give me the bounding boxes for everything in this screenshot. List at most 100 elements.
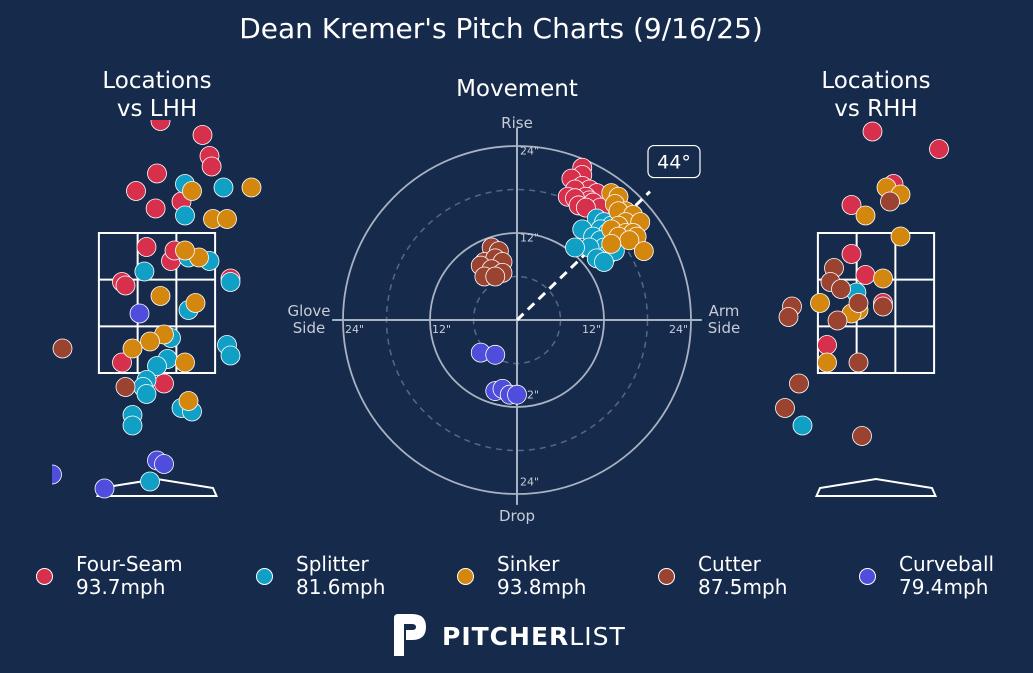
pitch-point-cutter (789, 373, 809, 394)
drop-label-line: Drop (499, 507, 535, 525)
glove-side-label-line: Side (293, 319, 325, 337)
pitch-point-four-seam (201, 156, 222, 177)
pitch-point-curveball (485, 344, 506, 365)
glove-side-label-line: Glove (287, 302, 330, 320)
pitch-point-curveball (154, 454, 174, 474)
pitch-point-splitter (147, 356, 167, 376)
lhh-panel (52, 120, 262, 547)
pitch-charts: Dean Kremer's Pitch Charts (9/16/25) Loca… (52, 12, 949, 547)
rise-label-line: Rise (501, 114, 533, 132)
legend-speed: 81.6mph (296, 575, 386, 599)
pitch-point-four-seam (154, 373, 174, 394)
pitch-point-curveball (95, 528, 114, 547)
ring-label: 24" (669, 323, 688, 336)
pitch-point-sinker (601, 233, 622, 254)
pitch-point-cutter (827, 310, 848, 331)
brand-bold: PITCHER (442, 622, 570, 651)
lhh-panel-title-line: Locations (102, 68, 211, 94)
pitch-point-splitter (175, 205, 195, 226)
rise-label: Rise (501, 114, 533, 132)
ring-label: 12" (520, 232, 539, 245)
brand-wordmark: PITCHERLIST (442, 622, 626, 651)
pitch-point-sinker (150, 286, 171, 306)
pitch-point-cutter (873, 296, 893, 317)
pitch-legend: Four-Seam 93.7mph Splitter 81.6mph Sinke… (0, 548, 1033, 608)
pitch-point-cutter (848, 293, 869, 313)
pitch-point-sinker (873, 268, 893, 289)
pitch-point-four-seam (115, 275, 136, 296)
pitch-point-splitter (565, 237, 585, 258)
pitch-point-four-seam (126, 181, 146, 201)
arm-side-label: Arm Side (708, 302, 740, 337)
movement-title: Movement (456, 76, 578, 102)
pitch-point-four-seam (150, 120, 171, 131)
legend-label: Four-Seam (76, 552, 183, 576)
cutter-swatch (658, 568, 675, 585)
pitch-point-sinker (241, 177, 262, 198)
pitch-point-splitter (220, 345, 241, 366)
pitch-point-four-seam (841, 195, 862, 215)
movement-points (470, 157, 654, 405)
ring-label: 12" (432, 323, 451, 336)
pitch-point-cutter (778, 307, 799, 327)
pitch-point-sinker (182, 181, 202, 201)
drop-label: Drop (499, 507, 535, 525)
pitch-point-splitter (136, 384, 157, 404)
rhh-panel (775, 121, 949, 497)
legend-label: Splitter (296, 552, 369, 576)
rhh-panel-points (775, 121, 949, 446)
ring-label: 24" (520, 145, 539, 158)
arm-side-label-line: Arm (709, 302, 740, 320)
pitch-point-cutter (115, 377, 136, 397)
pitch-point-splitter (140, 471, 160, 492)
pitch-point-four-seam (147, 163, 167, 184)
pitch-point-splitter (220, 272, 241, 292)
curveball-swatch (859, 568, 876, 585)
pitch-point-splitter (122, 415, 143, 436)
pitch-point-sinker (855, 205, 876, 226)
legend-label: Curveball (899, 552, 995, 576)
pitch-point-four-seam (145, 198, 166, 219)
glove-side-label: Glove Side (287, 302, 330, 337)
rhh-panel-title-line: vs RHH (834, 96, 917, 122)
pitch-point-four-seam (112, 352, 132, 373)
pitch-point-cutter (852, 426, 872, 446)
ring-label: 24" (520, 475, 539, 488)
legend-speed: 79.4mph (899, 575, 989, 599)
ring-label: 24" (345, 323, 364, 336)
legend-label: Sinker (497, 552, 560, 576)
pitch-point-sinker (175, 352, 195, 373)
chart-title-line: Dean Kremer's Pitch Charts (9/16/25) (239, 12, 763, 45)
pitch-point-cutter (775, 398, 795, 418)
pitch-point-curveball (507, 384, 527, 405)
pitcherlist-p-icon (394, 614, 426, 656)
ring-label: 12" (582, 323, 601, 336)
sinker-swatch (457, 568, 474, 585)
pitch-point-cutter (880, 191, 900, 212)
arm-angle-label: 44° (657, 152, 691, 174)
lhh-panel-title: Locations vs LHH (102, 68, 211, 122)
pitch-point-sinker (817, 352, 837, 373)
lhh-panel-points (52, 120, 262, 547)
arm-angle-box (647, 144, 701, 179)
pitch-point-cutter (485, 266, 506, 287)
chart-title: Dean Kremer's Pitch Charts (9/16/25) (239, 12, 763, 45)
brand-light: LIST (569, 622, 626, 651)
rhh-panel-title-line: Locations (821, 68, 930, 94)
pitch-point-curveball (129, 303, 150, 324)
movement-title-line: Movement (456, 76, 578, 102)
home-plate (814, 477, 938, 497)
legend-label: Cutter (698, 552, 761, 576)
pitch-point-splitter (213, 177, 234, 198)
pitch-point-four-seam (817, 335, 837, 355)
lhh-panel-title-line: vs LHH (117, 96, 197, 122)
pitch-point-cutter (52, 338, 73, 359)
pitch-point-splitter (792, 415, 813, 436)
pitch-point-sinker (810, 293, 830, 313)
pitch-point-splitter (134, 261, 155, 282)
pitch-point-sinker (175, 240, 195, 261)
pitch-point-four-seam (841, 244, 862, 264)
pitch-point-four-seam (192, 125, 213, 145)
pitch-point-four-seam (855, 265, 876, 285)
pitch-point-four-seam (929, 139, 949, 159)
